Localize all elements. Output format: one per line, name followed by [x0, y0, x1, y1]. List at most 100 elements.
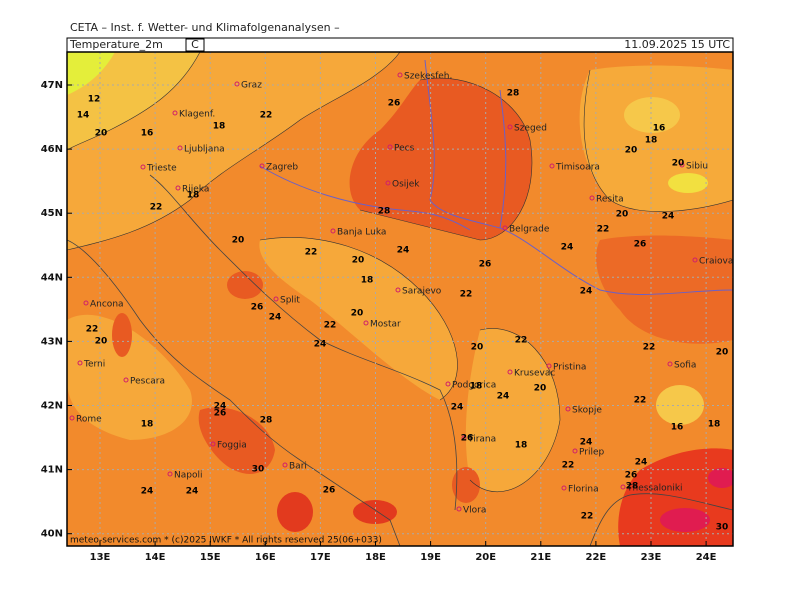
valid-time: 11.09.2025 15 UTC	[624, 38, 730, 51]
city-name: Craiova	[699, 257, 733, 267]
contour-label: 26	[625, 471, 638, 481]
coastline	[67, 239, 401, 546]
contour-label: 14	[77, 111, 90, 121]
contour-label: 26	[214, 409, 227, 419]
lat-label: 43N	[41, 336, 63, 347]
contour-label: 26	[479, 260, 492, 270]
city-name: Podgorica	[452, 381, 496, 391]
city-name: Krusevac	[514, 369, 555, 379]
contour-label: 22	[597, 225, 610, 235]
lon-label: 22E	[586, 552, 607, 563]
field-cool	[67, 52, 115, 95]
field-very-hot	[708, 468, 733, 488]
city-name: Timisoara	[555, 163, 600, 173]
city-name: Split	[280, 296, 300, 306]
field-yellow	[668, 173, 708, 193]
contour-label: 20	[616, 210, 629, 220]
contour-label: 22	[643, 343, 656, 353]
field-hot	[596, 235, 733, 344]
contour-label: 24	[580, 287, 593, 297]
contour-label: 20	[625, 146, 638, 156]
unit-box	[185, 38, 205, 52]
city-name: Klagenf.	[179, 110, 215, 120]
field-yellow	[656, 385, 704, 425]
contour-label: 12	[88, 95, 101, 105]
contour-label: 28	[626, 482, 639, 492]
city-marker	[679, 162, 685, 168]
city-name: Mostar	[370, 320, 401, 330]
city-marker	[123, 377, 129, 383]
city-marker	[83, 300, 89, 306]
city-name: Skopje	[572, 406, 602, 416]
contour-label: 18	[470, 382, 483, 392]
contour-label: 22	[562, 461, 575, 471]
coastline	[589, 493, 733, 546]
lon-label: 13E	[90, 552, 111, 563]
graticule	[67, 52, 733, 546]
city-name: Zagreb	[266, 163, 298, 173]
contour-label: 26	[461, 434, 474, 444]
city-marker	[549, 163, 555, 169]
city-name: Tirana	[467, 435, 496, 445]
city-marker	[330, 228, 336, 234]
city-name: Rome	[76, 415, 102, 425]
contour-label: 24	[662, 212, 675, 222]
city-name: Sarajevo	[402, 287, 442, 297]
footer-credit: meteo-services.com * (c)2025 IWKF * All …	[70, 536, 382, 546]
city-marker	[507, 369, 513, 375]
contour-label: 20	[534, 384, 547, 394]
lon-label: 16E	[255, 552, 276, 563]
isotherm	[259, 237, 458, 401]
field-yellow	[624, 97, 680, 133]
lon-label: 17E	[310, 552, 331, 563]
city-name: Banja Luka	[337, 228, 386, 238]
city-marker	[546, 363, 552, 369]
field-hot	[452, 467, 480, 503]
contour-label: 20	[716, 348, 729, 358]
contour-label: 24	[269, 313, 282, 323]
contour-label: 26	[388, 99, 401, 109]
city-name: Szekesfeh.	[404, 72, 452, 82]
contour-label: 24	[141, 487, 154, 497]
city-marker	[461, 435, 467, 441]
contour-label: 24	[397, 246, 410, 256]
city-marker	[561, 485, 567, 491]
city-marker	[177, 145, 183, 151]
city-marker	[502, 225, 508, 231]
lat-label: 45N	[41, 208, 63, 219]
city-name: Trieste	[146, 164, 177, 174]
isotherm	[359, 77, 533, 241]
river	[499, 89, 507, 229]
isotherm	[583, 69, 733, 212]
lon-label: 19E	[420, 552, 441, 563]
contour-label: 28	[260, 416, 273, 426]
field-hot	[277, 492, 313, 532]
city-name: Florina	[568, 485, 599, 495]
field-hot	[198, 407, 275, 474]
lon-label: 20E	[475, 552, 496, 563]
lat-label: 44N	[41, 272, 63, 283]
city-name: Vlora	[463, 506, 486, 516]
lat-label: 41N	[41, 465, 63, 476]
contour-label: 30	[716, 523, 729, 533]
river	[259, 165, 471, 231]
contour-label: 22	[634, 396, 647, 406]
city-marker	[456, 506, 462, 512]
city-name: Sofia	[674, 361, 696, 371]
contour-label: 22	[150, 203, 163, 213]
contour-label: 22	[324, 321, 337, 331]
field-warm-yellow	[465, 328, 560, 492]
city-name: Ljubljana	[184, 145, 225, 155]
lon-label: 14E	[145, 552, 166, 563]
city-marker	[175, 185, 181, 191]
contour-label: 26	[251, 303, 264, 313]
city-marker	[507, 124, 513, 130]
field-warm-yellow	[67, 314, 192, 440]
lat-label: 42N	[41, 401, 63, 412]
lon-label: 18E	[365, 552, 386, 563]
contour-label: 16	[671, 423, 684, 433]
city-marker	[692, 257, 698, 263]
contour-label: 24	[314, 340, 327, 350]
